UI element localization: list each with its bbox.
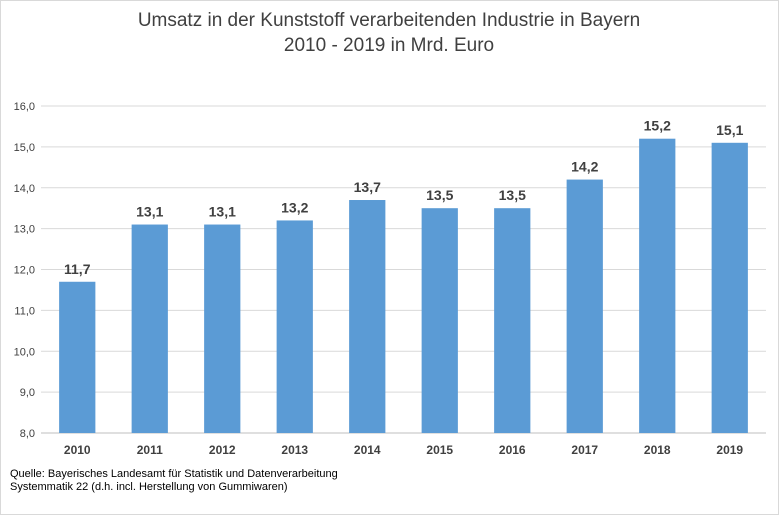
chart-title-line-1: Umsatz in der Kunststoff verarbeitenden … xyxy=(138,10,640,31)
data-label-2010: 11,7 xyxy=(64,261,91,277)
y-tick-label: 10,0 xyxy=(14,346,35,358)
source-note: Quelle: Bayerisches Landesamt für Statis… xyxy=(10,468,338,494)
data-label-2014: 13,7 xyxy=(354,179,381,195)
x-tick-label-2013: 2013 xyxy=(281,443,308,457)
bar-2013 xyxy=(276,220,313,433)
y-tick-label: 9,0 xyxy=(20,387,35,399)
data-label-2012: 13,1 xyxy=(209,204,236,220)
bar-2014 xyxy=(349,200,386,433)
x-tick-label-2010: 2010 xyxy=(64,443,91,457)
y-tick-label: 13,0 xyxy=(14,224,35,236)
bar-2011 xyxy=(131,224,168,433)
bar-2019 xyxy=(711,142,748,433)
bar-2018 xyxy=(639,138,676,433)
bar-2010 xyxy=(59,281,96,433)
y-tick-label: 14,0 xyxy=(14,183,35,195)
x-tick-label-2017: 2017 xyxy=(571,443,598,457)
x-tick-label-2019: 2019 xyxy=(716,443,743,457)
x-tick-label-2015: 2015 xyxy=(426,443,453,457)
x-tick-label-2012: 2012 xyxy=(209,443,236,457)
source-line-1: Quelle: Bayerisches Landesamt für Statis… xyxy=(10,468,338,480)
y-tick-label: 8,0 xyxy=(20,428,35,440)
data-label-2015: 13,5 xyxy=(426,187,453,203)
bar-2015 xyxy=(421,208,458,433)
y-tick-label: 11,0 xyxy=(14,305,35,317)
data-label-2016: 13,5 xyxy=(499,187,526,203)
data-label-2011: 13,1 xyxy=(136,204,163,220)
y-tick-label: 16,0 xyxy=(14,101,35,113)
chart-title-line-2: 2010 - 2019 in Mrd. Euro xyxy=(284,35,494,56)
bar-2012 xyxy=(204,224,241,433)
source-line-2: Systemmatik 22 (d.h. incl. Herstellung v… xyxy=(10,481,288,493)
bar-chart: Umsatz in der Kunststoff verarbeitenden … xyxy=(14,10,766,457)
x-tick-label-2014: 2014 xyxy=(354,443,381,457)
y-tick-label: 12,0 xyxy=(14,265,35,277)
x-tick-label-2016: 2016 xyxy=(499,443,526,457)
data-label-2013: 13,2 xyxy=(281,199,308,215)
data-label-2019: 15,1 xyxy=(716,122,743,138)
x-tick-label-2011: 2011 xyxy=(137,443,163,457)
bar-2017 xyxy=(566,179,603,433)
bar-2016 xyxy=(494,208,531,433)
data-label-2017: 14,2 xyxy=(571,159,598,175)
data-label-2018: 15,2 xyxy=(644,118,671,134)
y-tick-label: 15,0 xyxy=(14,142,35,154)
x-tick-label-2018: 2018 xyxy=(644,443,671,457)
